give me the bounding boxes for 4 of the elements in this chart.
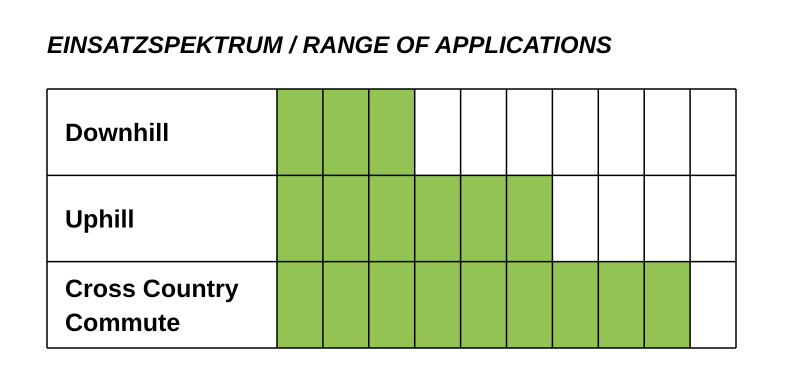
chart-title: EINSATZSPEKTRUM / RANGE OF APPLICATIONS <box>47 32 612 59</box>
y-tick-label: Uphill <box>65 206 134 234</box>
y-tick-label: Cross Country Commute <box>65 274 239 337</box>
y-tick-label: Downhill <box>65 119 170 148</box>
